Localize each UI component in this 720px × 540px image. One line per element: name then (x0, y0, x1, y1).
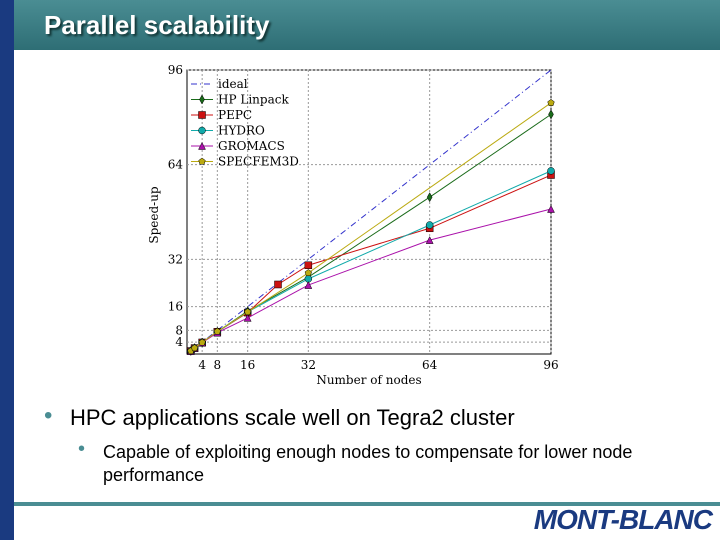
footer-line (14, 502, 720, 506)
legend-label: PEPC (218, 108, 252, 122)
y-tick-label: 32 (168, 252, 183, 266)
title-bar: Parallel scalability (14, 0, 720, 50)
legend-marker (198, 126, 206, 135)
legend-marker (198, 141, 206, 150)
y-tick-label: 16 (168, 300, 183, 314)
marker (425, 221, 434, 229)
legend-marker (198, 111, 206, 119)
legend-label: ideal (218, 77, 248, 91)
x-tick-label: 32 (301, 358, 316, 372)
bullet-text: HPC applications scale well on Tegra2 cl… (70, 405, 515, 430)
series-line (186, 69, 552, 355)
sub-bullet-text: Capable of exploiting enough nodes to co… (103, 442, 633, 485)
marker (190, 344, 199, 352)
side-bar (0, 0, 14, 540)
x-tick-label: 8 (214, 358, 222, 372)
legend-marker (198, 157, 206, 165)
marker (198, 338, 206, 346)
marker (425, 236, 434, 244)
marker (548, 109, 554, 120)
y-tick-label: 64 (168, 158, 184, 172)
x-tick-label: 4 (198, 358, 206, 372)
legend-label: SPECFEM3D (218, 155, 299, 169)
x-tick-label: 96 (543, 358, 558, 372)
marker (274, 280, 282, 289)
marker (304, 261, 313, 269)
bullet: • (44, 402, 53, 429)
marker (304, 269, 312, 277)
x-axis-label: Number of nodes (316, 373, 421, 387)
y-tick-label: 96 (168, 63, 183, 77)
marker (426, 192, 433, 203)
legend-label: HYDRO (218, 124, 265, 138)
bullet: • (78, 438, 86, 460)
y-tick-label: 8 (175, 323, 183, 337)
marker (243, 313, 252, 322)
marker (547, 204, 555, 213)
legend-marker (199, 94, 205, 105)
marker (547, 167, 555, 175)
legend-label: HP Linpack (218, 93, 289, 107)
logo: MONT-BLANC (533, 504, 713, 535)
x-tick-label: 64 (422, 358, 438, 372)
legend-label: GROMACS (218, 139, 285, 153)
marker (213, 327, 221, 335)
x-tick-label: 16 (240, 358, 255, 372)
y-tick-label: 4 (175, 335, 183, 349)
marker (244, 308, 252, 316)
marker (547, 99, 555, 106)
slide-title: Parallel scalability (44, 10, 270, 40)
marker (304, 281, 313, 289)
y-axis-label: Speed-up (147, 186, 161, 244)
